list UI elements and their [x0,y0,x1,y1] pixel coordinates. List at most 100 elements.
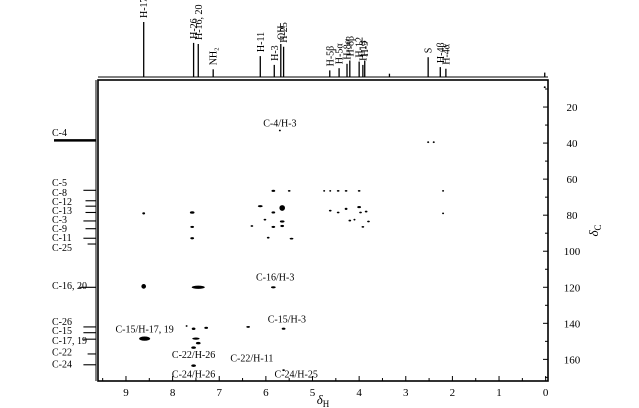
x-tick-label: 2 [450,387,456,399]
cross-peak-23 [279,205,285,211]
cross-peak-0 [139,336,151,341]
cross-peak-29 [289,237,294,240]
proton-label-17: H-4β [436,42,447,63]
cross-peak-13 [204,326,209,329]
cross-peak-22 [271,286,276,289]
carbon-label-1: C-5 [52,178,67,189]
proton-projection [98,22,548,78]
cross-peak-44 [364,210,368,213]
carbon-label-14: C-24 [52,359,72,370]
cross-peak-43 [361,225,365,228]
cross-peak-37 [344,207,348,210]
cross-peak-36 [344,189,348,192]
y-tick-label: 100 [564,246,581,258]
proton-label-10: H-8α [343,38,354,60]
cross-peak-41 [357,205,362,209]
annotation-1: C-16/H-3 [256,272,294,283]
proton-label-0: H-17, 19 [139,0,150,18]
cross-peak-3 [185,325,188,327]
proton-label-5: H-3 [270,45,281,61]
carbon-label-6: C-9 [52,224,67,235]
carbon-label-12: C-17, 19 [52,336,87,347]
proton-label-8: H-5β [325,46,336,67]
y-axis: 20 40 60 80 100 120 140 160 [543,88,581,378]
carbon-projection [54,80,97,381]
y-tick-label: 20 [567,102,579,114]
cross-peak-21 [271,225,276,228]
proton-label-6: OH [276,26,287,40]
cross-peaks [139,86,546,372]
annotation-2: C-15/H-3 [268,315,306,326]
carbon-label-9: C-16, 20 [52,281,87,292]
cross-peak-31 [323,189,326,192]
annotation-7: C-24/H-25 [275,370,318,381]
y-tick-label: 80 [567,210,579,222]
y-tick-label: 60 [567,174,579,186]
cross-peak-45 [367,220,370,223]
cross-peak-4 [191,327,196,330]
carbon-label-10: C-26 [52,317,72,328]
carbon-label-5: C-3 [52,215,67,226]
cross-peak-7 [191,285,205,289]
carbon-label-3: C-12 [52,197,72,208]
x-tick-label: 8 [170,387,176,399]
x-tick-label: 0 [543,387,549,399]
cross-peak-25 [280,224,285,228]
cross-peak-48 [442,189,445,192]
x-tick-label: 1 [496,387,502,399]
carbon-label-13: C-22 [52,348,72,359]
cross-peak-42 [359,211,362,214]
carbon-label-7: C-11 [52,233,72,244]
proton-peak-labels: H-17, 19 H-26H-16, 20 NH₂ H-11H-3 OHH-25 H-5β… [139,0,452,66]
cross-peak-20 [271,211,276,214]
x-tick-label: 4 [356,387,362,399]
proton-label-1: H-26 [189,18,200,39]
cross-peak-33 [328,209,332,212]
cross-peak-40 [357,189,361,192]
carbon-label-2: C-8 [52,188,67,199]
cross-peak-2 [142,212,146,215]
carbon-label-0: C-4 [52,128,67,139]
cross-peak-46 [427,141,430,144]
cross-peak-32 [329,189,332,192]
annotation-4: C-22/H-26 [172,350,215,361]
x-tick-label: 7 [216,387,222,399]
annotations: C-4/H-3 C-16/H-3 C-15/H-3 C-15/H-17, 19 C-22… [115,118,317,380]
x-tick-label: 3 [403,387,409,399]
cross-peak-49 [442,212,445,215]
proton-label-9: H-5α [335,43,346,65]
cross-peak-39 [353,218,356,221]
cross-peak-10 [190,237,195,240]
proton-label-18: H-4α [441,43,452,65]
carbon-peak-labels: C-4 C-5C-8C-12C-13C-3C-9C-11C-25 C-16, 20 C… [52,128,87,371]
cross-peak-50 [543,86,546,89]
cross-peak-19 [271,189,276,192]
proton-label-12: H-12 [355,37,366,58]
x-axis-label: δH [317,392,330,408]
cross-peak-18 [266,236,270,239]
cross-peak-11 [195,341,201,345]
carbon-label-11: C-15 [52,326,72,337]
cross-peak-47 [432,141,435,144]
annotation-6: C-24/H-26 [172,370,215,381]
proton-label-4: H-11 [256,32,267,52]
cross-peak-35 [336,211,340,214]
cross-peak-30 [278,129,281,132]
proton-label-7: H-25 [279,22,290,43]
cross-peak-1 [141,284,147,289]
cross-peak-6 [191,364,196,367]
proton-label-16: S [424,48,435,54]
cross-peak-34 [336,189,340,192]
y-tick-label: 40 [567,138,579,150]
annotation-0: C-4/H-3 [263,118,296,129]
cross-peak-12 [192,337,200,340]
cross-peak-24 [279,220,285,223]
plot-frame [97,79,549,382]
cross-peak-15 [250,225,254,227]
x-tick-label: 6 [263,387,269,399]
proton-label-13: H-13 [358,40,369,61]
y-tick-label: 160 [564,354,581,366]
cross-peak-26 [281,327,286,330]
